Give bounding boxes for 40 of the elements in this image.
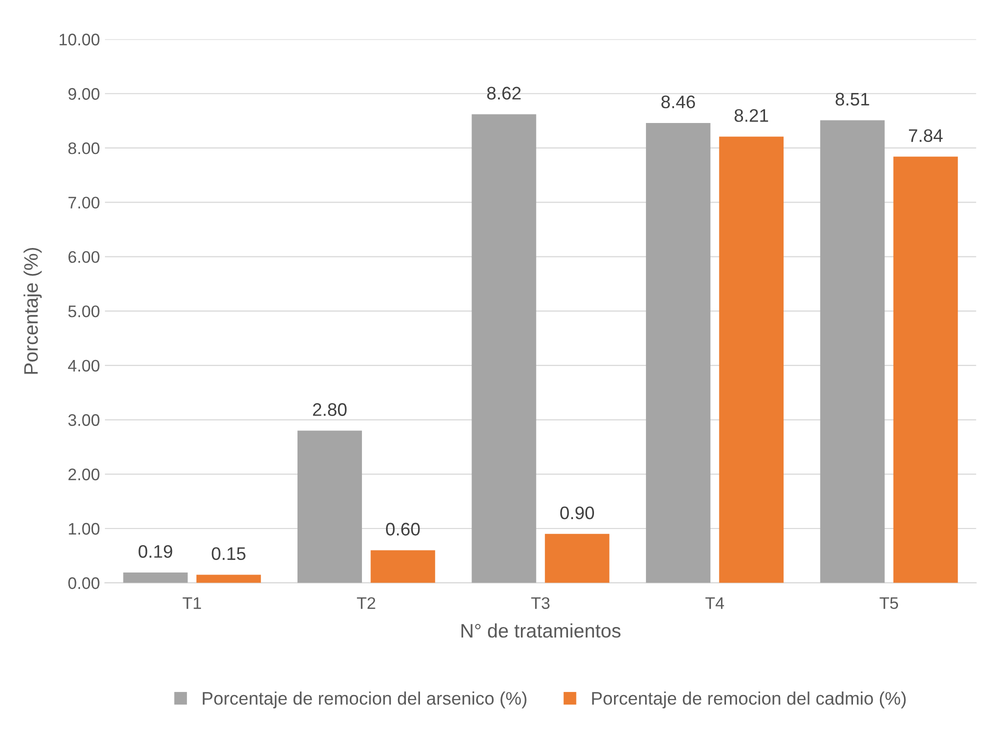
- data-label: 0.19: [138, 545, 172, 558]
- y-tick-label: 7.00: [68, 196, 100, 209]
- y-tick-label: 9.00: [68, 88, 100, 100]
- data-label: 8.62: [487, 86, 521, 100]
- bar: [297, 430, 362, 583]
- data-label: 0.15: [212, 547, 246, 560]
- x-tick-label: T5: [880, 597, 898, 609]
- data-label: 8.51: [836, 92, 870, 106]
- bar: [646, 122, 710, 583]
- bar: [123, 572, 188, 583]
- y-tick-label: 0.00: [68, 577, 100, 590]
- bar: [472, 114, 536, 583]
- bar: [893, 156, 958, 583]
- y-tick-label: 1.00: [68, 522, 100, 535]
- bar: [196, 574, 261, 583]
- y-tick-label: 10.00: [60, 34, 100, 46]
- y-tick-label: 6.00: [68, 251, 100, 263]
- legend-label: Porcentaje de remocion del cadmio (%): [592, 692, 906, 708]
- x-tick-label: T3: [531, 597, 550, 609]
- y-tick-label: 2.00: [68, 468, 100, 480]
- x-axis-title: N° de tratamientos: [462, 623, 620, 638]
- legend-label: Porcentaje de remocion del arsenico (%): [202, 692, 526, 708]
- y-tick-label: 8.00: [68, 142, 100, 154]
- y-tick-label: 4.00: [68, 360, 100, 372]
- bar: [719, 136, 784, 583]
- y-axis-title: Porcentaje (%): [24, 248, 42, 374]
- bar: [544, 534, 610, 583]
- x-tick-label: T1: [182, 597, 201, 609]
- x-tick-label: T4: [705, 597, 724, 609]
- data-label: 8.46: [661, 96, 695, 108]
- data-label: 0.90: [560, 506, 594, 520]
- x-tick-label: T2: [356, 597, 376, 609]
- y-tick-label: 3.00: [68, 414, 100, 426]
- data-label: 8.21: [734, 109, 768, 122]
- data-label: 0.60: [386, 522, 420, 536]
- bar: [820, 120, 885, 583]
- bar: [370, 550, 436, 583]
- data-label: 2.80: [313, 403, 347, 416]
- y-tick-label: 5.00: [68, 305, 100, 318]
- data-label: 7.84: [908, 129, 943, 142]
